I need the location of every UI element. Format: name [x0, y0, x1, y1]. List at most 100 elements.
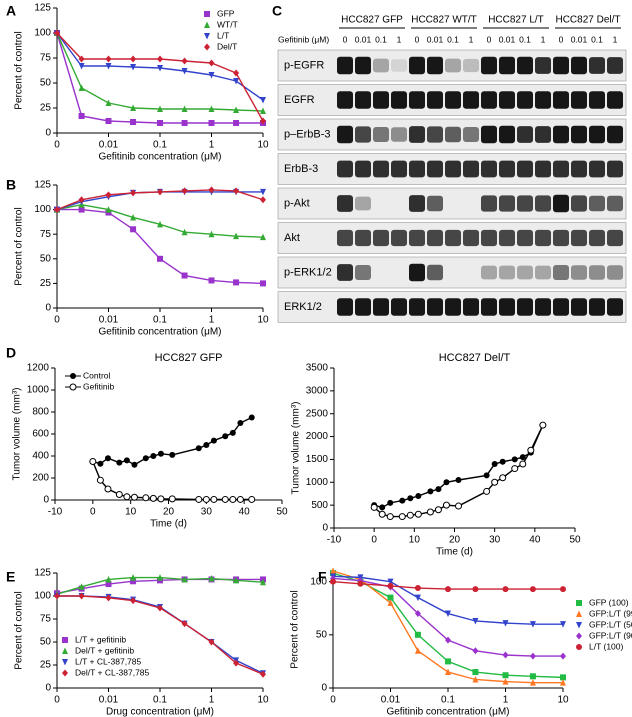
marker — [105, 206, 112, 213]
y-axis-label: Percent of control — [14, 591, 25, 669]
marker — [560, 621, 566, 628]
row-label: EGFR — [284, 94, 315, 106]
dose-label: 0.01 — [571, 34, 588, 44]
y-axis-label: Tumor volume (mm³) — [12, 388, 23, 481]
marker — [157, 220, 163, 228]
legend-label: Del/T — [217, 41, 237, 51]
legend-label: L/T + gefitinib — [75, 634, 126, 644]
y-axis-label: Percent of control — [14, 207, 25, 285]
band — [355, 196, 371, 211]
marker — [210, 437, 217, 444]
x-tick-label: 10 — [257, 695, 269, 706]
marker — [357, 580, 364, 587]
x-axis-label: Gefitinib concentration (μM) — [98, 327, 221, 338]
band — [517, 160, 533, 178]
marker — [387, 578, 394, 586]
band — [409, 91, 425, 109]
marker — [414, 510, 422, 518]
marker — [208, 120, 215, 126]
marker — [222, 433, 229, 440]
x-tick-label: 0 — [90, 507, 96, 518]
x-tick-label: 0 — [54, 140, 60, 151]
band — [589, 91, 605, 109]
marker — [157, 255, 163, 262]
marker — [445, 668, 451, 676]
marker — [142, 455, 149, 462]
marker — [445, 636, 451, 644]
band — [409, 229, 425, 247]
band — [481, 91, 497, 109]
band — [355, 56, 371, 75]
marker — [399, 497, 406, 504]
y-axis-label: Tumor volume (mm³) — [291, 402, 302, 495]
band — [373, 127, 389, 142]
y-tick-label: 1200 — [27, 363, 50, 374]
band — [553, 91, 569, 109]
legend-label: GFP (100) — [589, 597, 629, 607]
marker — [116, 459, 123, 466]
band — [481, 265, 497, 280]
y-tick-label: 25 — [40, 278, 52, 289]
band — [355, 91, 371, 109]
band — [481, 195, 497, 212]
band — [427, 56, 443, 75]
dose-label: 0.1 — [447, 34, 459, 44]
marker — [229, 495, 237, 503]
marker — [181, 187, 188, 195]
x-axis-label: Time (d) — [150, 519, 187, 530]
marker — [576, 622, 582, 629]
marker — [260, 188, 266, 196]
marker — [78, 592, 85, 600]
y-tick-label: 125 — [34, 180, 51, 191]
band — [589, 57, 605, 74]
band — [337, 195, 353, 212]
band — [445, 298, 461, 316]
x-tick-label: 1 — [503, 695, 509, 706]
y-tick-label: 0 — [43, 495, 49, 506]
band — [373, 298, 389, 316]
marker — [130, 213, 137, 221]
band — [445, 126, 461, 143]
row-label: Akt — [284, 232, 300, 244]
marker — [195, 495, 203, 503]
group-label: HCC827 WT/T — [411, 15, 477, 26]
marker — [157, 188, 163, 196]
marker — [529, 621, 536, 628]
band — [571, 56, 587, 75]
band — [499, 56, 515, 75]
y-tick-label: 3500 — [306, 363, 329, 374]
band — [463, 229, 479, 247]
marker — [78, 84, 85, 91]
y-tick-label: 1000 — [27, 385, 50, 396]
chart-title: HCC827 Del/T — [439, 352, 511, 364]
dose-label: 1 — [397, 34, 402, 44]
marker — [455, 477, 462, 483]
band — [499, 91, 515, 109]
x-tick-label: 0.01 — [99, 315, 119, 326]
x-tick-label: 20 — [449, 535, 461, 546]
y-axis-label: Percent of control — [14, 31, 25, 109]
marker — [445, 610, 451, 618]
marker — [233, 279, 240, 286]
y-tick-label: 50 — [40, 253, 52, 264]
marker — [157, 105, 163, 112]
marker — [208, 575, 215, 582]
band — [553, 160, 569, 178]
marker — [181, 68, 188, 75]
legend-label: L/T (100) — [589, 641, 624, 651]
band — [337, 56, 353, 75]
marker — [105, 594, 112, 602]
x-tick-label: 10 — [257, 315, 269, 326]
x-tick-label: 10 — [557, 695, 569, 706]
band — [355, 265, 371, 280]
x-tick-label: 0 — [371, 535, 377, 546]
x-tick-label: 50 — [276, 507, 288, 518]
marker — [415, 493, 422, 499]
marker — [233, 659, 240, 667]
band — [463, 91, 479, 109]
marker — [123, 493, 131, 501]
x-tick-label: -10 — [48, 507, 63, 518]
panel-label: E — [6, 569, 15, 585]
band — [607, 298, 623, 316]
panel-label: B — [6, 177, 16, 193]
